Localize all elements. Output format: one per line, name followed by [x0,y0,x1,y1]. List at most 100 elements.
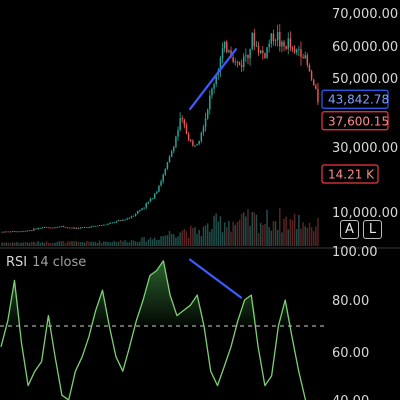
volume-bar [315,226,317,246]
volume-bar [22,242,25,246]
candle-body [30,230,33,232]
candle-body [283,41,285,47]
volume-bar [56,242,58,246]
volume-bar [293,213,296,246]
candle-body [39,227,41,229]
candle-body [134,213,137,216]
candle-body [41,227,44,229]
volume-bar [247,209,249,246]
volume-bar [285,216,287,246]
candle-body [189,140,192,142]
volume-bar [170,233,173,246]
volume-bar [47,242,50,246]
candle-body [71,227,73,229]
volume-bar [151,239,154,246]
candle-body [204,118,207,128]
volume-bar [75,241,78,246]
candle-body [289,38,292,48]
volume-bar [11,242,14,246]
candle-body [304,55,306,59]
log-scale-button[interactable]: L [363,220,382,239]
candle-body [170,151,173,157]
candle-body [79,227,82,229]
candle-body [81,227,84,229]
volume-bar [164,235,167,246]
trendline-rsi[interactable] [188,258,243,299]
volume-bar [128,242,131,246]
price-tick-label: 50,000.00 [332,72,398,87]
volume-bar [3,242,5,246]
volume-bar [262,225,264,246]
candle-body [268,43,270,48]
volume-bar [139,241,141,246]
candle-body [100,225,103,227]
candle-body [270,33,273,44]
trendline-price[interactable] [188,48,238,111]
rsi-tick-label: 80.00 [332,294,369,309]
candle-body [249,49,251,59]
candle-body [3,231,5,233]
candle-body [145,203,147,208]
candle-body [136,211,139,214]
auto-scale-button[interactable]: A [340,220,359,239]
volume-bar [264,223,266,246]
candle-body [50,227,52,229]
candle-body [37,228,39,230]
candle-body [62,226,65,228]
candle-body [160,181,162,186]
candle-body [122,219,124,221]
candle-body [22,230,25,232]
volume-bar [145,241,147,246]
volume-bar [206,223,209,246]
volume-bar [287,229,290,246]
candle-body [192,140,194,146]
candle-body [209,95,211,110]
candle-body [120,220,122,221]
volume-bar [111,241,114,246]
volume-bar [107,241,109,246]
volume-bar [20,242,22,246]
volume-bar [132,240,135,246]
volume-bar [226,227,228,246]
volume-bar [141,237,143,246]
volume-bar [1,242,3,246]
volume-bar [90,241,92,246]
candle-body [11,231,14,232]
volume-tag: 14.21 K [321,164,379,184]
candle-body [251,32,253,50]
volume-bar [45,241,48,246]
rsi-legend[interactable]: RSI 14 close [6,255,86,270]
candle-body [111,222,114,224]
volume-bar [298,214,300,246]
price-tag-last-label: 43,842.78 [328,93,389,107]
candle-body [242,56,245,67]
volume-tag-label: 14.21 K [328,168,375,182]
volume-bars [1,208,319,246]
price-tag-current: 37,600.15 [321,111,389,131]
candle-body [92,225,94,227]
volume-bar [134,241,137,246]
volume-bar [240,214,243,246]
volume-bar [310,227,313,246]
candle-body [151,198,154,200]
volume-bar [153,237,156,246]
candle-body [54,227,56,229]
candle-body [302,56,304,59]
volume-bar [115,242,118,246]
candle-body [153,193,156,199]
volume-bar [245,216,247,246]
volume-bar [79,242,82,246]
candle-body [33,228,35,231]
candle-body [60,226,63,227]
volume-bar [272,221,275,246]
candle-body [281,41,283,47]
volume-bar [162,236,164,246]
volume-bar [187,237,190,246]
volume-bar [136,242,139,246]
volume-bar [43,242,46,246]
candle-body [128,217,131,219]
rsi-overbought-fill [1,260,319,326]
candle-body [221,48,224,59]
volume-bar [308,222,311,246]
